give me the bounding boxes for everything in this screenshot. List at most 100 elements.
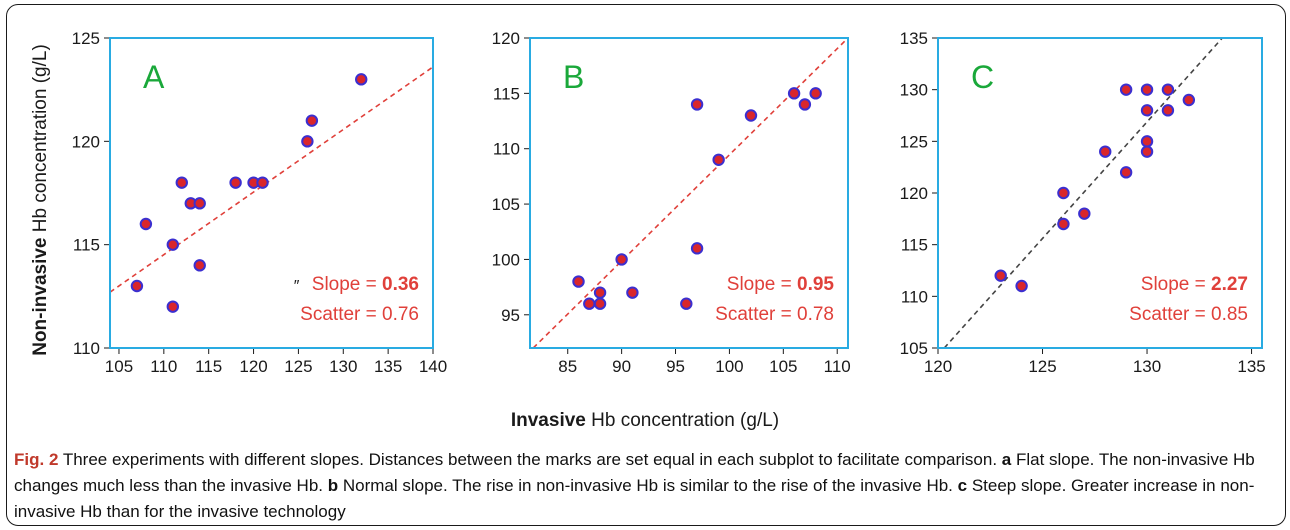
slope-annotation-value: 2.27	[1211, 274, 1248, 295]
y-axis-label-bold: Non-invasive	[30, 238, 51, 356]
x-axis-label: Invasive Hb concentration (g/L)	[511, 410, 779, 431]
data-point	[139, 217, 153, 231]
x-tick-label: 135	[374, 357, 402, 376]
slope-annotation: Slope = 0.36	[312, 274, 419, 295]
y-tick-label: 115	[493, 84, 520, 103]
data-point	[744, 109, 758, 122]
x-axis-label-rest: Hb concentration (g/L)	[586, 410, 779, 431]
panel-label: C	[971, 59, 994, 95]
data-point	[305, 114, 319, 127]
x-tick-label: 120	[924, 357, 952, 376]
data-point	[1057, 186, 1070, 200]
caption-a-text: Flat slope. The non-invasive Hb changes …	[14, 450, 1255, 495]
data-point	[690, 242, 704, 255]
panel-label: A	[143, 59, 165, 95]
data-point	[193, 197, 206, 210]
data-point	[1140, 135, 1154, 148]
caption-fig-label: Fig. 2	[14, 450, 59, 469]
data-point	[229, 176, 242, 189]
x-tick-label: 110	[150, 357, 177, 376]
data-point	[1140, 145, 1154, 158]
caption-c-letter: c	[957, 476, 968, 495]
data-point	[1057, 217, 1070, 231]
y-tick-label: 95	[501, 306, 520, 325]
data-point	[994, 269, 1007, 282]
y-axis-label: Non-invasive Hb concentration (g/L)	[30, 44, 51, 356]
data-point	[256, 176, 269, 189]
slope-annotation-value: 0.36	[382, 274, 419, 295]
slope-annotation-label: Slope =	[1141, 274, 1211, 295]
data-point	[1140, 104, 1154, 117]
data-point	[1182, 93, 1196, 107]
y-axis-label-rest: Hb concentration (g/L)	[30, 44, 51, 237]
x-tick-label: 110	[824, 357, 851, 376]
fit-line	[943, 38, 1223, 348]
y-tick-label: 125	[72, 29, 100, 48]
slope-annotation: Slope = 0.95	[727, 274, 835, 295]
y-tick-label: 110	[73, 339, 100, 358]
figure-caption: Fig. 2 Three experiments with different …	[14, 447, 1276, 525]
stray-mark: ″	[293, 278, 300, 295]
data-point	[615, 253, 628, 266]
x-axis-label-bold: Invasive	[511, 410, 586, 431]
figure-frame	[6, 4, 1286, 526]
panel-a: 105 110 115 120 125 130 135 140 110 115 120 125 A Slo…	[72, 29, 448, 376]
y-tick-label: 135	[900, 29, 928, 48]
data-point	[1161, 83, 1175, 96]
y-tick-label: 105	[900, 339, 928, 358]
scatter-annotation: Scatter = 0.85	[1129, 304, 1248, 325]
panel-c: 120 125 130 135 105 110 115 120 125 130 135 C Slope …	[900, 29, 1266, 376]
data-point	[1099, 145, 1112, 158]
x-tick-label: 95	[666, 357, 685, 376]
y-tick-label: 115	[73, 236, 100, 255]
data-point	[1119, 83, 1133, 96]
data-point	[1161, 104, 1175, 117]
data-point	[1119, 166, 1133, 179]
data-point	[193, 259, 206, 272]
plot-frame	[529, 37, 849, 349]
y-tick-label: 120	[900, 184, 928, 203]
slope-annotation-label: Slope =	[312, 274, 382, 295]
slope-annotation: Slope = 2.27	[1141, 274, 1248, 295]
y-tick-label: 120	[492, 29, 520, 48]
fit-line	[532, 38, 848, 348]
data-point	[130, 279, 144, 293]
plot-frame	[937, 37, 1263, 349]
y-tick-label: 125	[900, 132, 928, 151]
data-point	[593, 286, 607, 299]
data-point	[712, 153, 725, 166]
x-tick-label: 105	[105, 357, 133, 376]
x-tick-label: 125	[284, 357, 312, 376]
data-point	[809, 87, 822, 100]
x-tick-label: 135	[1237, 357, 1265, 376]
data-point	[1078, 207, 1091, 220]
x-tick-label: 90	[612, 357, 631, 376]
x-tick-label: 125	[1028, 357, 1056, 376]
y-tick-label: 130	[900, 81, 928, 100]
caption-c-text: Steep slope. Greater increase in non-inv…	[14, 476, 1255, 521]
data-point	[166, 238, 180, 251]
panel-label: B	[563, 59, 584, 95]
figure-charts: 105 110 115 120 125 130 135 140 110 115 120 125 A Slo…	[30, 29, 1266, 431]
plot-frame	[109, 37, 434, 349]
panel-b: 85 90 95 100 105 110 95 100 105 110 115 120 B Slope =…	[492, 29, 851, 376]
data-point	[355, 73, 368, 86]
data-point	[787, 87, 801, 100]
x-tick-label: 140	[419, 357, 447, 376]
scatter-annotation: Scatter = 0.78	[715, 304, 834, 325]
caption-intro: Three experiments with different slopes.…	[58, 450, 1002, 469]
x-tick-label: 130	[329, 357, 357, 376]
data-point	[583, 297, 596, 310]
data-point	[798, 98, 812, 111]
data-point	[593, 297, 607, 310]
data-point	[626, 286, 639, 299]
y-tick-label: 100	[492, 250, 520, 269]
data-point	[166, 300, 180, 313]
data-point	[680, 297, 693, 310]
data-point	[301, 135, 314, 148]
scatter-annotation: Scatter = 0.76	[300, 304, 419, 325]
chart-panels: 105 110 115 120 125 130 135 140 110 115 120 125 A Slo…	[72, 29, 1266, 376]
y-tick-label: 110	[493, 140, 520, 159]
caption-b-letter: b	[327, 476, 339, 495]
x-tick-label: 130	[1133, 357, 1161, 376]
